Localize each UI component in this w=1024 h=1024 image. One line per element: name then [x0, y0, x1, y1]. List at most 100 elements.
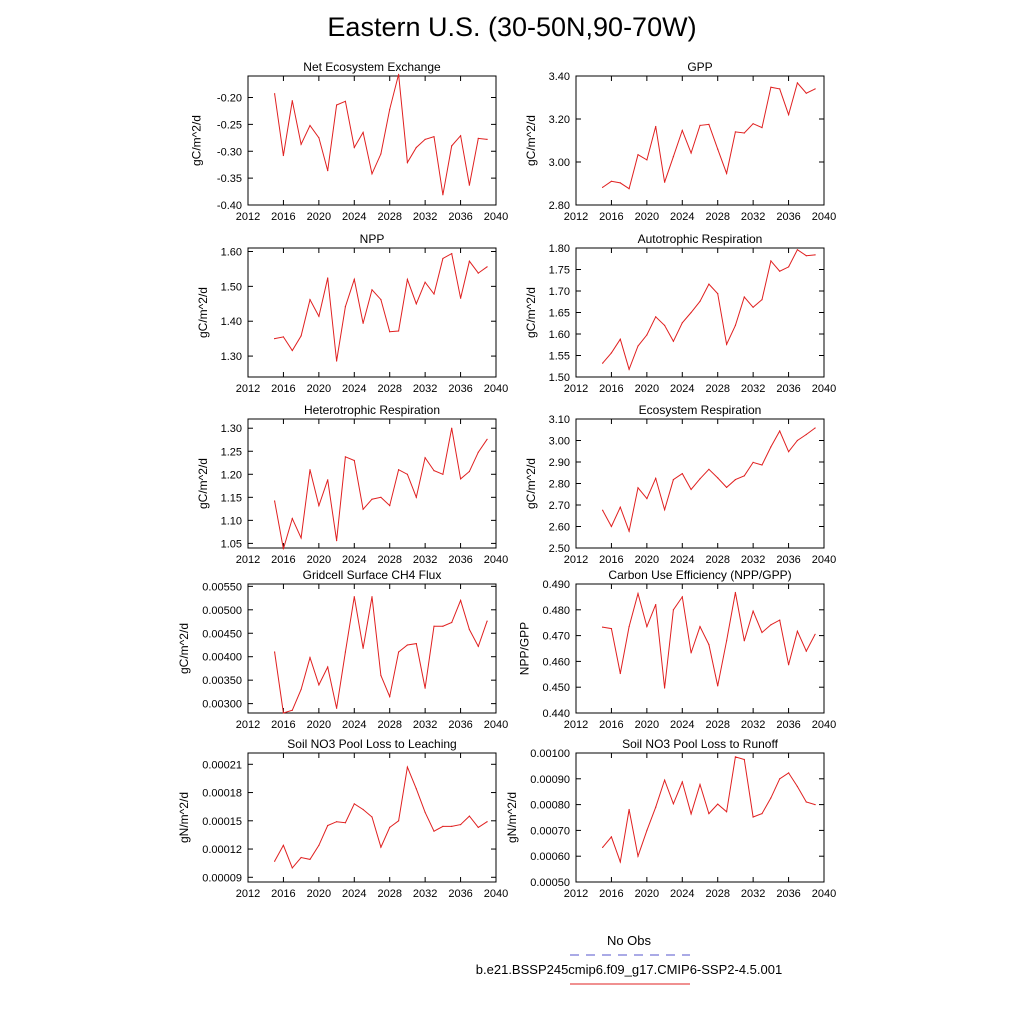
data-point [734, 591, 737, 594]
data-point [752, 610, 754, 612]
x-tick-label: 2012 [236, 211, 260, 223]
y-axis-label: gC/m^2/d [196, 458, 210, 509]
x-tick-label: 2020 [635, 554, 659, 566]
data-point [406, 766, 408, 768]
panel-title: Autotrophic Respiration [638, 232, 763, 246]
x-tick-label: 2040 [812, 888, 836, 900]
data-point [761, 299, 763, 301]
data-point [433, 625, 435, 627]
data-point [451, 145, 453, 147]
y-tick-label: 3.00 [549, 157, 570, 169]
data-point [468, 628, 470, 631]
data-point [788, 451, 790, 453]
data-point [699, 626, 701, 628]
data-point [318, 505, 320, 507]
y-axis-label: gC/m^2/d [177, 623, 191, 674]
data-point [300, 143, 302, 145]
data-point [362, 131, 364, 133]
x-tick-label: 2032 [741, 383, 765, 395]
data-point [318, 315, 320, 317]
y-tick-label: 0.00400 [202, 652, 242, 664]
x-tick-label: 2020 [635, 888, 659, 900]
data-point [460, 824, 462, 826]
data-point [672, 479, 675, 481]
x-tick-label: 2036 [448, 888, 472, 900]
data-point [415, 303, 417, 305]
x-tick-label: 2020 [307, 888, 331, 900]
data-point [300, 856, 302, 859]
x-tick-label: 2024 [342, 554, 366, 566]
y-tick-label: 0.00018 [202, 788, 242, 800]
data-point [602, 626, 604, 628]
x-tick-label: 2028 [705, 719, 729, 731]
data-point [389, 108, 391, 110]
data-point [743, 296, 745, 298]
x-tick-label: 2032 [413, 211, 437, 223]
data-point [380, 846, 382, 848]
data-point [415, 146, 417, 149]
data-point [788, 266, 790, 268]
data-point [291, 709, 293, 711]
data-point [681, 129, 683, 131]
x-tick-label: 2028 [705, 211, 729, 223]
data-point [628, 626, 630, 628]
x-tick-label: 2036 [776, 888, 800, 900]
data-point [282, 336, 284, 338]
x-tick-label: 2036 [776, 554, 800, 566]
data-point [442, 473, 444, 475]
data-point [282, 712, 284, 714]
x-tick-label: 2016 [599, 383, 623, 395]
data-point [451, 253, 453, 255]
x-tick-label: 2012 [564, 554, 588, 566]
x-tick-label: 2024 [342, 383, 366, 395]
x-tick-label: 2016 [271, 554, 295, 566]
series-line-heterotrophic-respiration [274, 428, 488, 550]
data-point [380, 153, 382, 155]
data-point [610, 525, 613, 528]
data-point [477, 137, 479, 139]
data-point [460, 297, 462, 299]
data-point [380, 674, 382, 677]
data-point [672, 609, 675, 611]
x-tick-label: 2012 [564, 888, 588, 900]
data-point [468, 184, 470, 186]
panel-gpp: GPP 2012 2016 2020 2024 2028 2032 2036 2040 2.80 3… [524, 60, 836, 223]
panel-net-ecosystem-exchange: Net Ecosystem Exchange 2012 2016 2020 2024 20… [190, 60, 509, 223]
data-point [477, 451, 479, 453]
data-point [389, 696, 391, 698]
data-point [779, 270, 781, 272]
y-tick-label: 1.50 [221, 281, 242, 293]
data-point [814, 88, 816, 90]
data-point [389, 505, 391, 507]
data-point [336, 360, 338, 362]
data-point [779, 778, 781, 780]
data-point [309, 657, 311, 659]
data-point [433, 830, 435, 832]
data-point [708, 283, 710, 285]
data-point [752, 123, 754, 125]
data-point [646, 498, 648, 500]
data-point [451, 621, 453, 624]
data-point [477, 826, 479, 829]
data-point [353, 278, 355, 280]
x-tick-label: 2036 [448, 211, 472, 223]
data-point [460, 135, 462, 137]
data-point [752, 816, 754, 818]
y-tick-label: -0.30 [217, 146, 242, 158]
y-tick-label: 0.480 [542, 605, 570, 617]
data-point [655, 125, 657, 128]
x-tick-label: 2024 [670, 211, 694, 223]
x-tick-label: 2040 [484, 383, 508, 395]
y-tick-label: 2.50 [549, 543, 570, 555]
data-point [442, 257, 444, 260]
y-tick-label: 0.490 [542, 579, 570, 591]
data-point [814, 633, 816, 635]
data-point [610, 352, 613, 354]
y-tick-label: 1.10 [221, 515, 242, 527]
y-tick-label: 2.90 [549, 457, 570, 469]
data-point [726, 486, 728, 488]
data-point [309, 299, 311, 301]
data-point [406, 473, 408, 475]
plot-frame [247, 75, 497, 206]
data-point [690, 311, 692, 314]
